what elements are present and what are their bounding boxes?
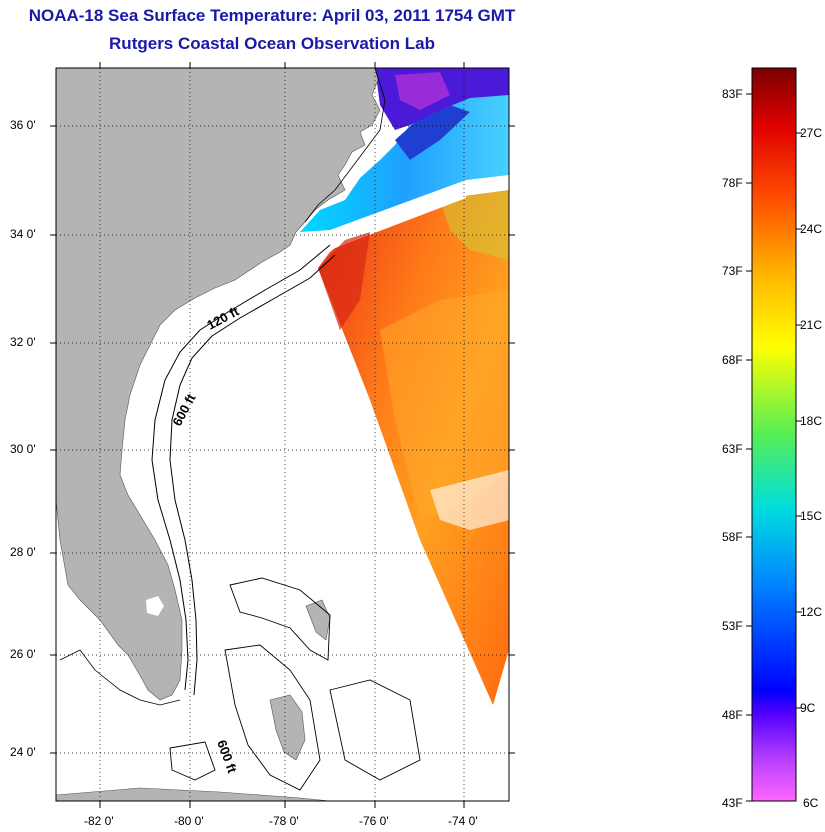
colorbar-label-18c: 18C (800, 414, 823, 428)
axis-ticks (50, 62, 515, 808)
land-southeast-us (56, 68, 381, 701)
colorbar-label-83f: 83F (722, 87, 743, 101)
swath-gap (300, 180, 466, 268)
colorbar-label-15c: 15C (800, 509, 823, 523)
colorbar-label-6c: 6C (803, 796, 819, 810)
colorbar-label-21c: 21C (800, 318, 823, 332)
bahamas-shelf-4 (169, 741, 216, 781)
map-subtitle: Rutgers Coastal Ocean Observation Lab (109, 34, 435, 53)
contour-coastal (304, 68, 386, 223)
map-title: NOAA-18 Sea Surface Temperature: April 0… (28, 6, 516, 25)
lon-label-80: -80 0' (174, 814, 204, 828)
land-andros-island (269, 694, 306, 761)
colorbar-label-63f: 63F (722, 442, 743, 456)
contour-600ft (169, 254, 336, 696)
colorbar-label-53f: 53F (722, 619, 743, 633)
lat-label-24: 24 0' (10, 745, 36, 759)
sst-red-edge (318, 232, 370, 330)
colorbar-label-24c: 24C (800, 222, 823, 236)
colorbar-ticks (746, 93, 802, 802)
lon-label-74: -74 0' (448, 814, 478, 828)
colorbar-label-68f: 68F (722, 353, 743, 367)
sst-swath-cloud (430, 470, 509, 530)
colorbar-label-78f: 78F (722, 176, 743, 190)
colorbar-label-48f: 48F (722, 708, 743, 722)
colorbar-label-43f: 43F (722, 796, 743, 810)
sst-coastal-cold (300, 90, 509, 232)
sst-swath-yellow (380, 290, 509, 520)
colorbar-gradient (751, 67, 797, 802)
land-florida-lake (146, 596, 164, 616)
lat-label-34: 34 0' (10, 227, 36, 241)
lat-label-36: 36 0' (10, 118, 36, 132)
colorbar-label-12c: 12C (800, 605, 823, 619)
bahamas-shelf-3 (329, 679, 421, 781)
lat-label-32: 32 0' (10, 335, 36, 349)
colorbar-label-9c: 9C (800, 701, 816, 715)
sst-gulf-stream-blue (395, 105, 470, 160)
bahamas-shelf-2 (224, 644, 321, 791)
bahamas-shelf (229, 577, 331, 661)
lon-label-76: -76 0' (359, 814, 389, 828)
lon-label-78: -78 0' (269, 814, 299, 828)
sst-swath-green-patch (440, 190, 509, 260)
lat-label-28: 28 0' (10, 545, 36, 559)
colorbar-label-58f: 58F (722, 530, 743, 544)
contour-keys (59, 649, 181, 706)
lat-label-26: 26 0' (10, 647, 36, 661)
land-cuba (56, 787, 331, 801)
sst-purple-inner (395, 72, 450, 110)
colorbar-label-27c: 27C (800, 126, 823, 140)
map-frame (55, 67, 510, 802)
lat-label-30: 30 0' (10, 442, 36, 456)
lon-label-82: -82 0' (84, 814, 114, 828)
colorbar-label-73f: 73F (722, 264, 743, 278)
contour-120ft (151, 244, 331, 691)
